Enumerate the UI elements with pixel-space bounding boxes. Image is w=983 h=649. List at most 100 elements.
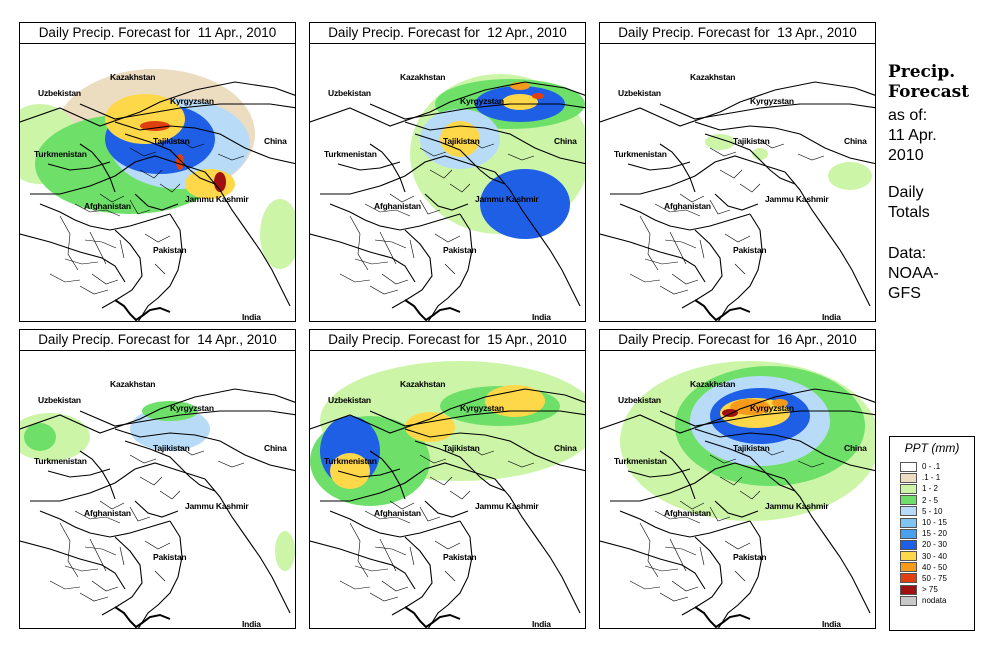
country-border [329,510,461,538]
map-label-kazakhstan: Kazakhstan [400,72,446,82]
panel-title: Daily Precip. Forecast for 13 Apr., 2010 [600,23,875,44]
legend-item: > 75 [900,584,947,595]
legend-label: 20 - 30 [922,540,947,550]
panel-title-text: Daily Precip. Forecast for 11 Apr., 2010 [38,25,277,40]
country-border [694,428,875,472]
district-boundary [381,273,409,285]
country-border [310,388,585,434]
precip-area [502,94,538,110]
map-graphic [310,361,585,628]
map-graphic [20,69,295,321]
country-border [310,233,416,283]
map-label-china: China [844,443,867,453]
country-border [619,510,751,538]
map-label-kazakhstan: Kazakhstan [110,72,156,82]
country-border [494,171,581,307]
forecast-panel: Daily Precip. Forecast for 15 Apr., 2010… [309,329,586,629]
district-boundary [339,580,371,590]
country-border [20,388,295,434]
district-boundary [374,546,407,556]
map-label-china: China [264,443,287,453]
district-boundary [724,540,751,550]
district-boundary [99,193,125,203]
map-graphic [600,361,875,628]
district-boundary [709,506,731,522]
district-boundary [349,215,369,271]
map-label-kyrgyzstan: Kyrgyzstan [170,403,214,413]
legend-label: 1 - 2 [922,484,939,494]
district-boundary [719,476,743,486]
country-border [320,155,496,195]
legend-swatch [900,495,917,506]
map-label-jammu-kashmir: Jammu Kashmir [475,194,539,204]
district-boundary [419,147,447,157]
district-boundary [797,153,825,161]
legend-item: 40 - 50 [900,562,947,573]
map-label-tajikistan: Tajikistan [153,136,190,146]
map-label-kyrgyzstan: Kyrgyzstan [750,96,794,106]
district-boundary [639,522,659,578]
district-boundary [79,285,109,295]
district-boundary [349,522,369,578]
precip-area [24,423,56,451]
district-boundary [429,169,453,179]
district-boundary [139,476,163,486]
map-label-kazakhstan: Kazakhstan [690,72,736,82]
legend-swatch [900,562,917,573]
district-boundary [339,273,371,283]
district-boundary [59,215,79,271]
daily-totals-block: Daily Totals [888,183,930,223]
map-graphic [310,74,585,321]
map-label-afghanistan: Afghanistan [374,201,421,211]
panel-title-text: Daily Precip. Forecast for 14 Apr., 2010 [38,332,277,347]
district-boundary [659,285,689,295]
district-boundary [74,203,121,217]
legend-label: 15 - 20 [922,529,947,539]
district-boundary [664,546,697,556]
legend-item: .1 - 1 [900,472,947,483]
country-border [627,468,691,478]
country-border [20,81,295,127]
country-border [329,203,461,231]
map-label-turkmenistan: Turkmenistan [324,149,377,159]
country-border [681,536,723,616]
map-label-pakistan: Pakistan [443,245,477,255]
data-source-line1: NOAA- [888,265,939,282]
forecast-panel: Daily Precip. Forecast for 14 Apr., 2010… [19,329,296,629]
country-border [30,462,206,502]
country-border [414,133,506,185]
country-border [404,121,585,165]
district-boundary [217,460,245,468]
country-border [310,540,416,590]
map-label-afghanistan: Afghanistan [84,201,131,211]
legend-swatch [900,472,917,483]
district-boundary [739,183,761,193]
district-boundary [159,490,181,500]
forecast-panel: Daily Precip. Forecast for 12 Apr., 2010… [309,22,586,322]
country-border [391,229,433,309]
district-boundary [654,510,701,524]
district-boundary [389,500,415,510]
district-boundary [469,446,495,456]
district-boundary [444,570,456,582]
precip-area [772,399,788,407]
country-border [784,478,871,614]
map-label-pakistan: Pakistan [153,245,187,255]
country-border [627,161,691,171]
country-border [659,103,875,120]
district-boundary [419,506,441,522]
legend-label: 10 - 15 [922,518,947,528]
map-label-turkmenistan: Turkmenistan [34,456,87,466]
district-boundary [217,153,245,161]
precip-area [214,172,226,192]
legend-label: 5 - 10 [922,506,943,516]
precip-map: Kazakhstan Uzbekistan Kyrgyzstan Tajikistan… [310,44,585,321]
legend-title: PPT (mm) [904,441,960,455]
district-boundary [759,446,785,456]
country-border [424,193,469,211]
country-border [124,440,216,492]
legend-swatch [900,595,917,606]
district-boundary [444,263,456,275]
map-label-india: India [242,619,261,629]
data-source-line2: GFS [888,285,921,302]
